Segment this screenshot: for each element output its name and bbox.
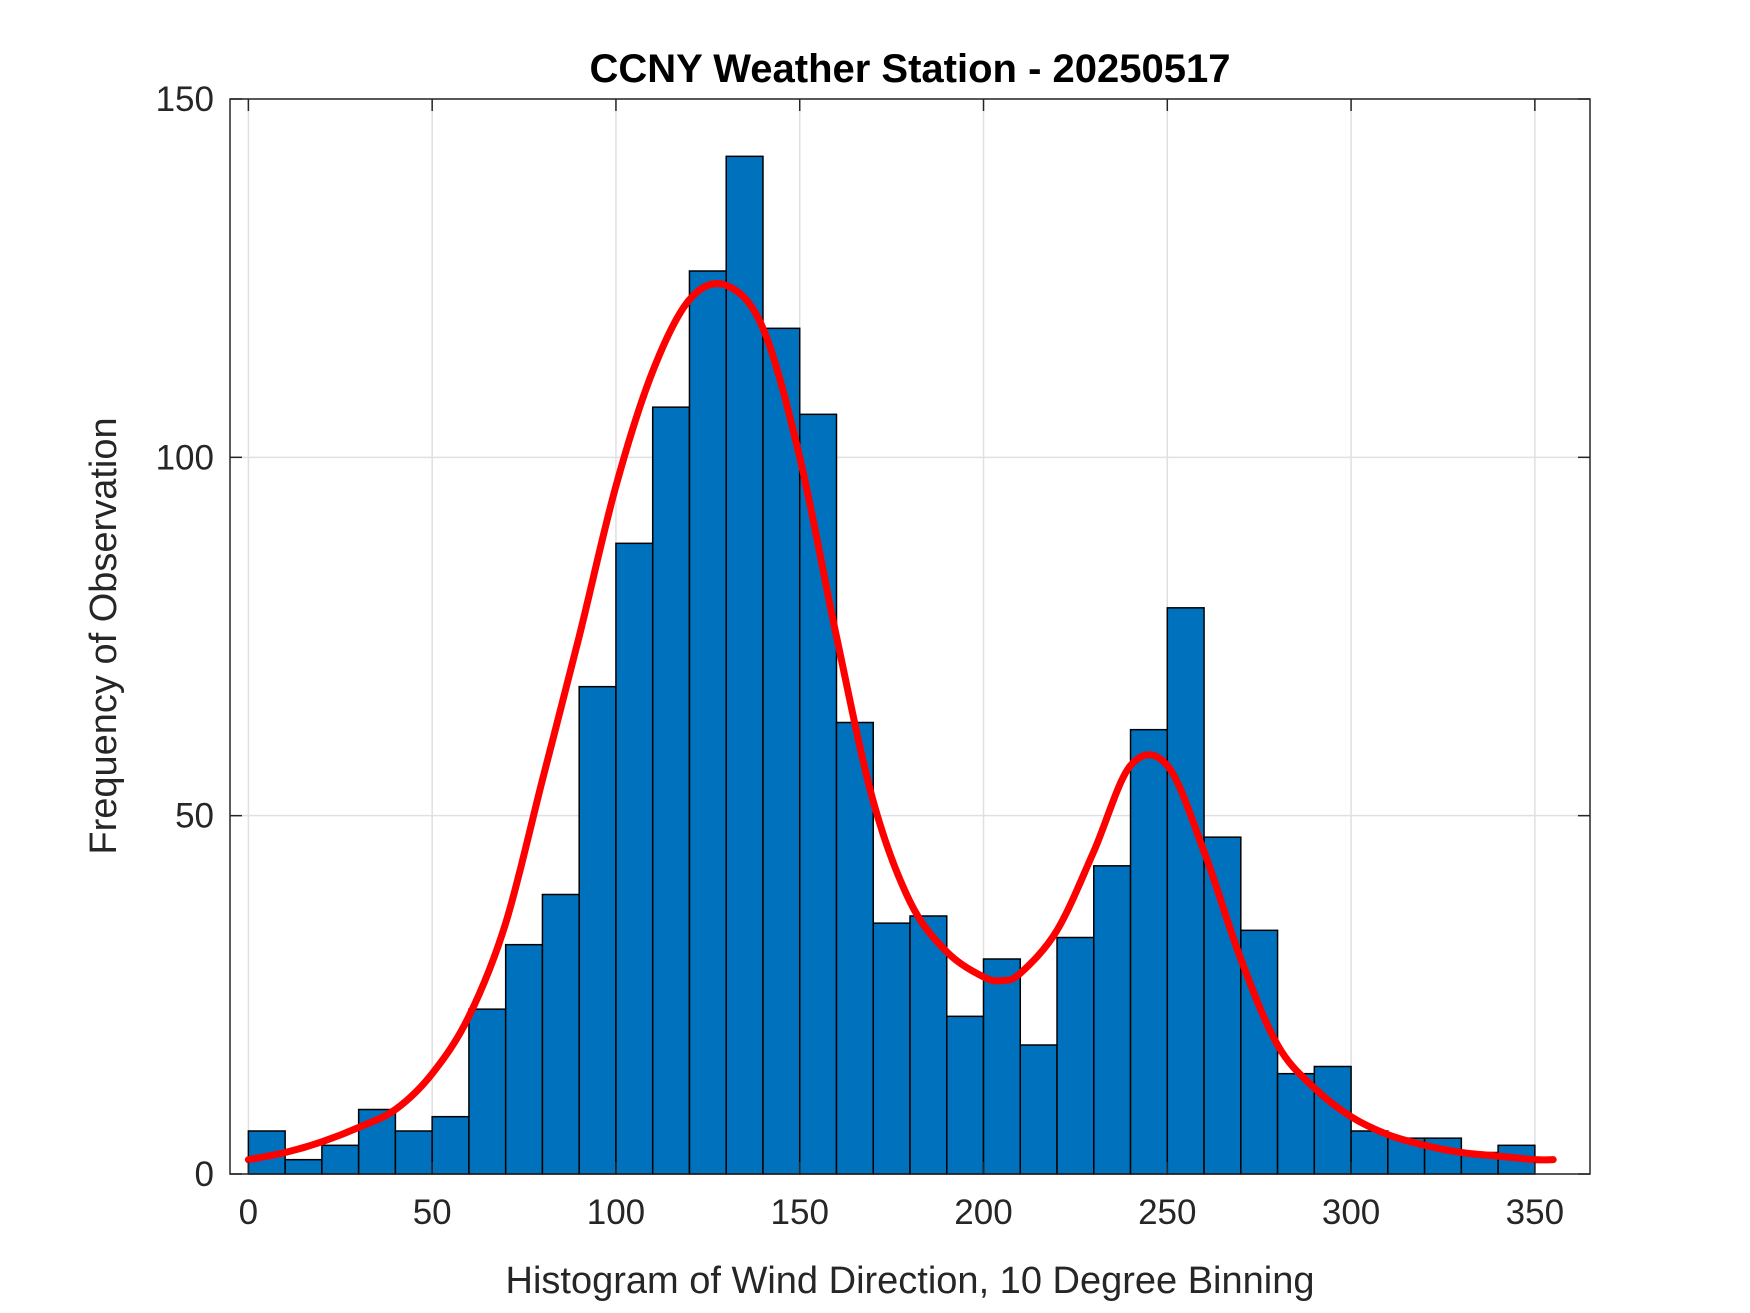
histogram-bar <box>1203 836 1242 1175</box>
y-tick-label: 150 <box>156 80 214 119</box>
y-tick-label: 0 <box>195 1155 214 1194</box>
histogram-bar <box>1423 1137 1463 1175</box>
histogram-bar <box>762 327 801 1175</box>
histogram-bar <box>909 915 948 1175</box>
histogram-bar <box>688 270 727 1175</box>
histogram-bar <box>982 958 1022 1175</box>
y-tick-label: 50 <box>175 797 214 836</box>
y-tick-labels: 0 50 100 150 <box>156 80 214 1194</box>
histogram-bar <box>1350 1130 1389 1175</box>
x-tick-labels: 0 50 100 150 200 250 300 350 <box>239 1193 1564 1232</box>
y-tick-label: 100 <box>156 438 214 477</box>
y-axis-label: Frequency of Observation <box>83 417 125 854</box>
chart-title: CCNY Weather Station - 20250517 <box>590 47 1231 91</box>
histogram-bar <box>1093 865 1132 1175</box>
histogram-bar <box>468 1008 507 1175</box>
histogram-bar <box>946 1015 985 1175</box>
histogram-bar <box>1019 1044 1058 1175</box>
histogram-bar <box>504 943 544 1175</box>
histogram-bar <box>431 1115 470 1175</box>
histogram-bar <box>321 1144 360 1175</box>
histogram-bar <box>284 1158 323 1175</box>
histogram-bar <box>725 155 764 1175</box>
x-tick-label: 0 <box>239 1193 258 1232</box>
x-tick-label: 300 <box>1322 1193 1380 1232</box>
x-tick-label: 100 <box>587 1193 645 1232</box>
fit-curve-line <box>244 280 1557 1164</box>
histogram-bar <box>651 406 691 1175</box>
histogram-bar <box>1313 1065 1352 1175</box>
histogram-bar <box>578 685 617 1175</box>
x-tick-label: 150 <box>771 1193 829 1232</box>
x-tick-label: 350 <box>1506 1193 1564 1232</box>
x-axis-label: Histogram of Wind Direction, 10 Degree B… <box>506 1260 1315 1302</box>
x-tick-label: 250 <box>1138 1193 1196 1232</box>
axis-ticks <box>230 98 1590 1175</box>
histogram-bar <box>835 721 874 1175</box>
histogram-bar <box>1166 607 1205 1175</box>
histogram-bar <box>872 922 911 1175</box>
histogram-bar <box>615 542 654 1175</box>
x-tick-label: 200 <box>954 1193 1012 1232</box>
plot-area-border <box>229 98 1591 1175</box>
histogram-bar <box>541 893 580 1175</box>
histogram-bar <box>1129 728 1169 1175</box>
x-tick-label: 50 <box>413 1193 452 1232</box>
histogram-bar <box>1056 936 1095 1175</box>
histogram-bar <box>394 1130 433 1175</box>
histogram-bar <box>1276 1072 1316 1175</box>
